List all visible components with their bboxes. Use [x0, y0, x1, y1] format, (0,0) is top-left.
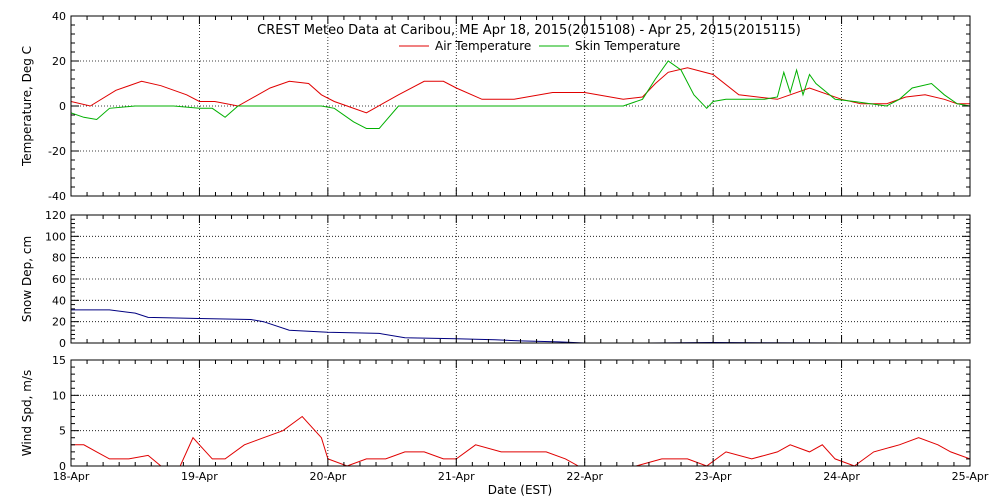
- y-tick-label: 100: [45, 230, 66, 243]
- y-tick-label: 0: [59, 460, 66, 473]
- y-tick-label: 0: [59, 337, 66, 350]
- y-tick-label: 40: [52, 10, 66, 23]
- series-line: [71, 309, 970, 343]
- y-axis-label: Snow Dep, cm: [20, 236, 34, 322]
- y-tick-label: 10: [52, 389, 66, 402]
- y-tick-label: 20: [52, 55, 66, 68]
- y-tick-label: 0: [59, 100, 66, 113]
- x-tick-label: 22-Apr: [566, 470, 603, 483]
- legend-label: Air Temperature: [435, 39, 531, 53]
- y-tick-label: -40: [48, 190, 66, 203]
- x-tick-label: 21-Apr: [438, 470, 475, 483]
- y-tick-label: 20: [52, 316, 66, 329]
- y-tick-label: 120: [45, 209, 66, 222]
- panel-frame: [70, 359, 971, 467]
- y-axis-label: Wind Spd, m/s: [20, 370, 34, 456]
- y-tick-label: 5: [59, 425, 66, 438]
- x-tick-label: 25-Apr: [952, 470, 989, 483]
- panel-frame: [70, 214, 971, 344]
- x-tick-label: 23-Apr: [695, 470, 732, 483]
- series-line: [71, 60, 970, 129]
- x-tick-label: 20-Apr: [309, 470, 346, 483]
- text-layer: CREST Meteo Data at Caribou, ME Apr 18, …: [20, 10, 989, 497]
- y-tick-label: 80: [52, 252, 66, 265]
- series-line: [71, 67, 970, 114]
- y-axis-label: Temperature, Deg C: [20, 46, 34, 167]
- y-tick-label: 60: [52, 273, 66, 286]
- x-tick-label: 24-Apr: [823, 470, 860, 483]
- y-tick-label: -20: [48, 145, 66, 158]
- series-layer: [71, 60, 970, 466]
- axes-layer: [70, 15, 971, 467]
- grid-layer: [71, 16, 970, 466]
- y-tick-label: 40: [52, 294, 66, 307]
- chart-title: CREST Meteo Data at Caribou, ME Apr 18, …: [257, 23, 801, 38]
- panel-frame: [70, 15, 971, 197]
- series-line: [71, 415, 970, 466]
- y-tick-label: 15: [52, 354, 66, 367]
- x-tick-label: 19-Apr: [181, 470, 218, 483]
- x-tick-label: 18-Apr: [53, 470, 90, 483]
- legend-label: Skin Temperature: [575, 39, 680, 53]
- x-axis-label: Date (EST): [488, 483, 552, 497]
